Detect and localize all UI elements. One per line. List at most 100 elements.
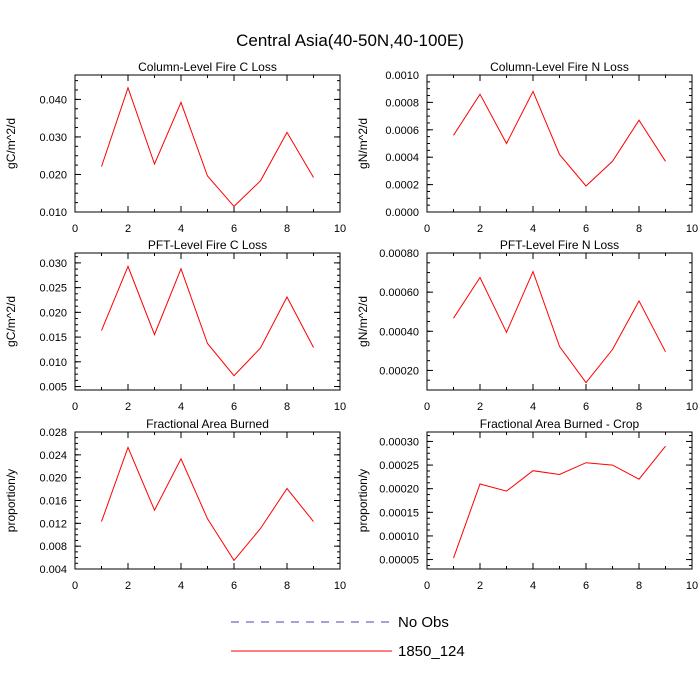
- y-tick-label: 0.00040: [379, 326, 419, 338]
- x-tick-label: 4: [530, 401, 536, 413]
- x-tick-label: 0: [424, 580, 430, 592]
- y-tick-label: 0.030: [39, 258, 67, 270]
- x-tick-label: 4: [530, 580, 536, 592]
- y-tick-label: 0.004: [39, 564, 67, 576]
- series-line: [101, 446, 314, 562]
- x-tick-label: 10: [686, 401, 698, 413]
- legend: No Obs 1850_124: [231, 614, 465, 660]
- y-tick-label: 0.028: [39, 427, 67, 439]
- y-tick-label: 0.00060: [379, 287, 419, 299]
- y-tick-label: 0.020: [39, 307, 67, 319]
- x-tick-label: 4: [178, 580, 184, 592]
- panel-title: PFT-Level Fire N Loss: [500, 238, 619, 252]
- y-tick-label: 0.0008: [385, 97, 419, 109]
- y-tick-label: 0.024: [39, 450, 67, 462]
- x-tick-label: 0: [72, 223, 78, 235]
- y-tick-label: 0.010: [39, 207, 67, 219]
- plot-frame: [426, 74, 693, 213]
- y-axis-label: proportion/y: [356, 469, 370, 532]
- y-axis-label: proportion/y: [4, 469, 18, 532]
- figure-title: Central Asia(40-50N,40-100E): [236, 31, 464, 50]
- legend-entry: 1850_124: [231, 643, 465, 660]
- panel-title: Column-Level Fire N Loss: [490, 60, 629, 74]
- panel-3: PFT-Level Fire C Loss gC/m^2/d 0 2 4 6 8 10 0.00…: [4, 238, 346, 413]
- legend-label: No Obs: [398, 614, 449, 631]
- panel-1: Column-Level Fire C Loss gC/m^2/d 0 2 4 6 8 10 0…: [4, 60, 346, 235]
- x-tick-label: 2: [477, 401, 483, 413]
- x-tick-label: 0: [424, 401, 430, 413]
- y-tick-label: 0.0006: [385, 125, 419, 137]
- x-tick-label: 6: [231, 580, 237, 592]
- y-tick-label: 0.008: [39, 541, 67, 553]
- x-tick-label: 2: [125, 580, 131, 592]
- x-tick-label: 10: [334, 223, 346, 235]
- legend-label: 1850_124: [398, 643, 465, 660]
- x-tick-label: 10: [686, 580, 698, 592]
- x-tick-label: 10: [334, 401, 346, 413]
- y-tick-label: 0.0002: [385, 180, 419, 192]
- x-tick-label: 0: [424, 223, 430, 235]
- panels: Column-Level Fire C Loss gC/m^2/d 0 2 4 6 8 10 0…: [4, 60, 698, 592]
- y-tick-label: 0.016: [39, 496, 67, 508]
- series-line: [453, 445, 666, 559]
- y-tick-label: 0.0010: [385, 70, 419, 82]
- panel-title: Column-Level Fire C Loss: [138, 60, 277, 74]
- x-tick-label: 2: [125, 401, 131, 413]
- y-tick-label: 0.00015: [379, 507, 419, 519]
- y-tick-label: 0.00020: [379, 365, 419, 377]
- series-line: [101, 86, 314, 208]
- x-tick-label: 6: [583, 401, 589, 413]
- panel-6: Fractional Area Burned - Crop proportion/…: [356, 417, 698, 592]
- x-tick-label: 10: [686, 223, 698, 235]
- y-axis-label: gC/m^2/d: [4, 296, 18, 347]
- panel-2: Column-Level Fire N Loss gN/m^2/d 0 2 4 6 8 10 0…: [356, 60, 698, 235]
- y-tick-label: 0.00030: [379, 436, 419, 448]
- panel-title: PFT-Level Fire C Loss: [148, 238, 267, 252]
- y-tick-label: 0.030: [39, 132, 67, 144]
- y-axis-label: gN/m^2/d: [356, 296, 370, 347]
- y-tick-label: 0.00080: [379, 248, 419, 260]
- x-tick-label: 2: [125, 223, 131, 235]
- y-tick-label: 0.0004: [385, 152, 419, 164]
- series-line: [453, 270, 666, 384]
- x-tick-label: 8: [636, 580, 642, 592]
- x-tick-label: 8: [284, 223, 290, 235]
- series-line: [101, 265, 314, 377]
- y-tick-label: 0.020: [39, 169, 67, 181]
- plot-frame: [74, 74, 341, 213]
- panel-title: Fractional Area Burned - Crop: [480, 417, 640, 431]
- x-tick-label: 0: [72, 580, 78, 592]
- legend-entry: No Obs: [231, 614, 449, 631]
- y-tick-label: 0.00020: [379, 484, 419, 496]
- panel-4: PFT-Level Fire N Loss gN/m^2/d 0 2 4 6 8 10 0.00…: [356, 238, 698, 413]
- x-tick-label: 2: [477, 580, 483, 592]
- x-tick-label: 4: [178, 223, 184, 235]
- y-tick-label: 0.00025: [379, 460, 419, 472]
- x-tick-label: 10: [334, 580, 346, 592]
- x-tick-label: 2: [477, 223, 483, 235]
- panel-title: Fractional Area Burned: [146, 417, 269, 431]
- y-tick-label: 0.020: [39, 473, 67, 485]
- y-tick-label: 0.010: [39, 357, 67, 369]
- y-tick-label: 0.040: [39, 94, 67, 106]
- x-tick-label: 6: [231, 401, 237, 413]
- plot-frame: [426, 431, 693, 570]
- y-tick-label: 0.012: [39, 518, 67, 530]
- series-line: [453, 90, 666, 187]
- panel-5: Fractional Area Burned proportion/y 0 2 4 6 8 1…: [4, 417, 346, 592]
- x-tick-label: 4: [530, 223, 536, 235]
- x-tick-label: 4: [178, 401, 184, 413]
- x-tick-label: 0: [72, 401, 78, 413]
- y-tick-label: 0.0000: [385, 207, 419, 219]
- x-tick-label: 8: [284, 580, 290, 592]
- y-tick-label: 0.015: [39, 332, 67, 344]
- y-tick-label: 0.00010: [379, 531, 419, 543]
- x-tick-label: 8: [636, 401, 642, 413]
- plot-frame: [74, 431, 341, 570]
- y-axis-label: gN/m^2/d: [356, 118, 370, 169]
- x-tick-label: 6: [231, 223, 237, 235]
- plot-frame: [426, 252, 693, 391]
- y-tick-label: 0.00005: [379, 555, 419, 567]
- x-tick-label: 6: [583, 580, 589, 592]
